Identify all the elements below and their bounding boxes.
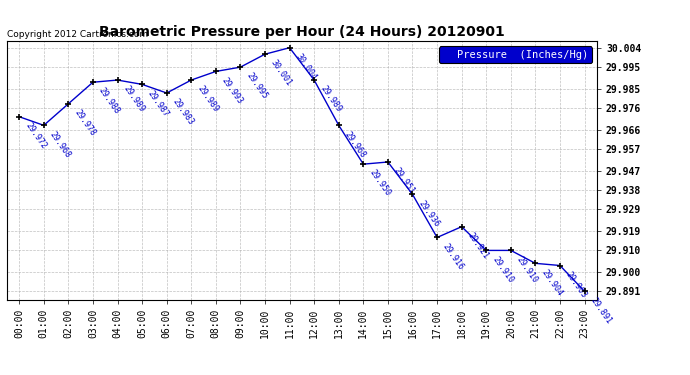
Text: 29.983: 29.983 <box>171 97 195 127</box>
Text: 30.004: 30.004 <box>294 52 318 82</box>
Text: 29.951: 29.951 <box>392 166 417 196</box>
Text: 29.972: 29.972 <box>23 121 48 151</box>
Text: 29.988: 29.988 <box>97 86 121 116</box>
Text: 29.921: 29.921 <box>466 231 491 261</box>
Text: 29.989: 29.989 <box>121 84 146 114</box>
Text: 29.910: 29.910 <box>515 255 540 284</box>
Text: 29.978: 29.978 <box>72 108 97 138</box>
Text: 29.904: 29.904 <box>540 267 564 297</box>
Title: Barometric Pressure per Hour (24 Hours) 20120901: Barometric Pressure per Hour (24 Hours) … <box>99 25 505 39</box>
Text: 29.903: 29.903 <box>564 270 589 299</box>
Text: 29.916: 29.916 <box>441 242 466 272</box>
Text: 29.993: 29.993 <box>220 76 244 105</box>
Legend: Pressure  (Inches/Hg): Pressure (Inches/Hg) <box>439 46 591 63</box>
Text: 29.989: 29.989 <box>195 84 220 114</box>
Text: 29.891: 29.891 <box>589 296 613 325</box>
Text: 29.989: 29.989 <box>318 84 343 114</box>
Text: 29.968: 29.968 <box>48 129 72 159</box>
Text: 30.001: 30.001 <box>269 58 294 88</box>
Text: 29.950: 29.950 <box>368 168 392 198</box>
Text: Copyright 2012 Cartronics.com: Copyright 2012 Cartronics.com <box>7 30 148 39</box>
Text: 29.995: 29.995 <box>244 71 269 101</box>
Text: 29.968: 29.968 <box>343 129 368 159</box>
Text: 29.910: 29.910 <box>491 255 515 284</box>
Text: 29.987: 29.987 <box>146 88 171 118</box>
Text: 29.936: 29.936 <box>417 198 441 228</box>
